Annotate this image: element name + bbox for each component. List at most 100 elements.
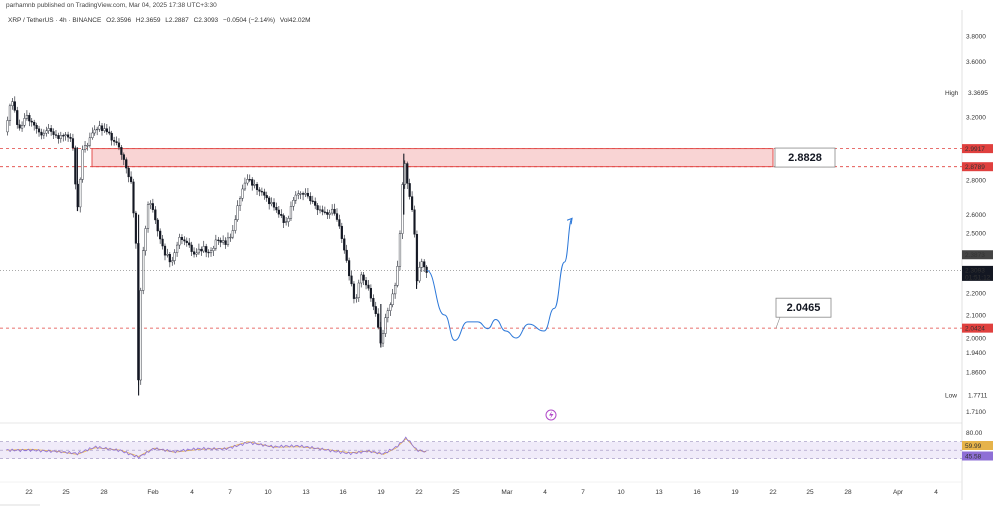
candle-body [156,219,159,232]
candle-body [282,215,285,223]
candle-body [326,212,329,215]
candle-body [98,125,101,130]
price-callout-label-1: 2.0465 [787,302,821,314]
time-axis-tick-8: 16 [339,489,347,496]
price-axis-tick-11: 1.7100 [966,409,986,416]
candle-body [11,101,14,107]
candle-body [285,221,288,223]
candle-body [81,149,84,180]
candle-body [423,261,426,268]
candle-body [318,209,322,211]
price-tag-label-2: 2.8789 [965,164,985,171]
candle-body [50,128,53,132]
candle-body [355,297,358,299]
candle-body [117,142,121,148]
candle-body [91,132,94,139]
candle-body [420,261,423,268]
candle-body [47,128,50,132]
candle-body [294,194,297,201]
price-callout-0[interactable] [774,147,836,168]
candle-body [253,184,256,186]
candle-body [331,208,334,214]
lightning-bolt-glyph [549,411,554,419]
candle-body [304,192,307,195]
symbol-legend: XRP / TetherUS · 4h · BINANCE O2.3596 H2… [8,17,314,24]
price-callout-1[interactable] [775,297,832,318]
candle-body [40,131,43,136]
candle-body [105,128,108,133]
candle-body [74,147,77,185]
candle-body [190,244,193,252]
candle-body [23,118,26,126]
candle-body [321,209,324,213]
candle-body [88,137,91,146]
price-tag-5 [962,323,993,333]
candle-body [255,184,259,190]
candle-body [306,192,310,197]
price-tag-4 [962,265,993,281]
resistance-zone[interactable] [91,148,774,168]
candle-body [42,132,45,136]
candle-body [120,147,123,155]
candle-body [222,240,225,243]
candle-body [410,196,414,211]
candle-body [166,254,169,256]
candle-body [301,193,305,195]
candle-body [333,208,336,214]
candle-body [350,275,353,285]
time-axis-tick-12: Mar [501,489,513,496]
time-axis-tick-19: 22 [769,489,777,496]
candle-body [180,237,184,240]
candle-body [374,306,377,315]
candle-body [115,141,118,144]
candle-body [154,209,157,221]
candle-body [406,163,409,184]
candle-body [386,310,389,318]
candle-body [314,201,317,206]
candle-body [377,313,380,328]
publish-line: parhamnb published on TradingView.com, M… [6,2,217,9]
price-axis-tick-8: 2.0000 [966,336,986,343]
time-axis-tick-5: 7 [228,489,232,496]
candle-body [243,182,247,190]
price-tag-1 [962,144,993,154]
candle-body [246,179,249,184]
candle-body [122,154,125,160]
candle-body [297,193,300,196]
candle-body [139,290,142,381]
projection-path [426,217,573,341]
candle-body [238,198,242,206]
candle-body [20,125,24,129]
candle-body [35,125,38,129]
candle-body [64,134,67,137]
rsi-tag-label: 45.58 [965,454,982,461]
candle-body [345,249,348,261]
candle-body [214,239,217,249]
candle-body [338,219,341,227]
candle-body [323,211,326,213]
candle-body [37,128,41,133]
symbol-name[interactable]: XRP / TetherUS · 4h · BINANCE [8,17,102,24]
candle-body [168,254,171,263]
time-axis-tick-3: Feb [147,489,159,496]
candle-body [146,204,150,229]
candle-body [62,135,65,137]
candle-body [391,293,394,305]
time-axis-tick-16: 13 [655,489,663,496]
candle-body [292,200,295,207]
candle-body [231,230,234,238]
candle-body [16,110,19,125]
price-axis-tick-6: 2.2000 [966,291,986,298]
candle-body [28,115,31,122]
time-axis-tick-7: 13 [302,489,310,496]
time-axis-tick-18: 19 [731,489,739,496]
candle-body [398,233,402,267]
candle-body [110,132,113,141]
candle-body [103,128,106,131]
time-axis-tick-23: 4 [934,489,938,496]
candle-body [212,248,215,251]
candle-body [202,246,205,252]
candle-body [142,250,145,291]
candle-body [280,214,283,216]
